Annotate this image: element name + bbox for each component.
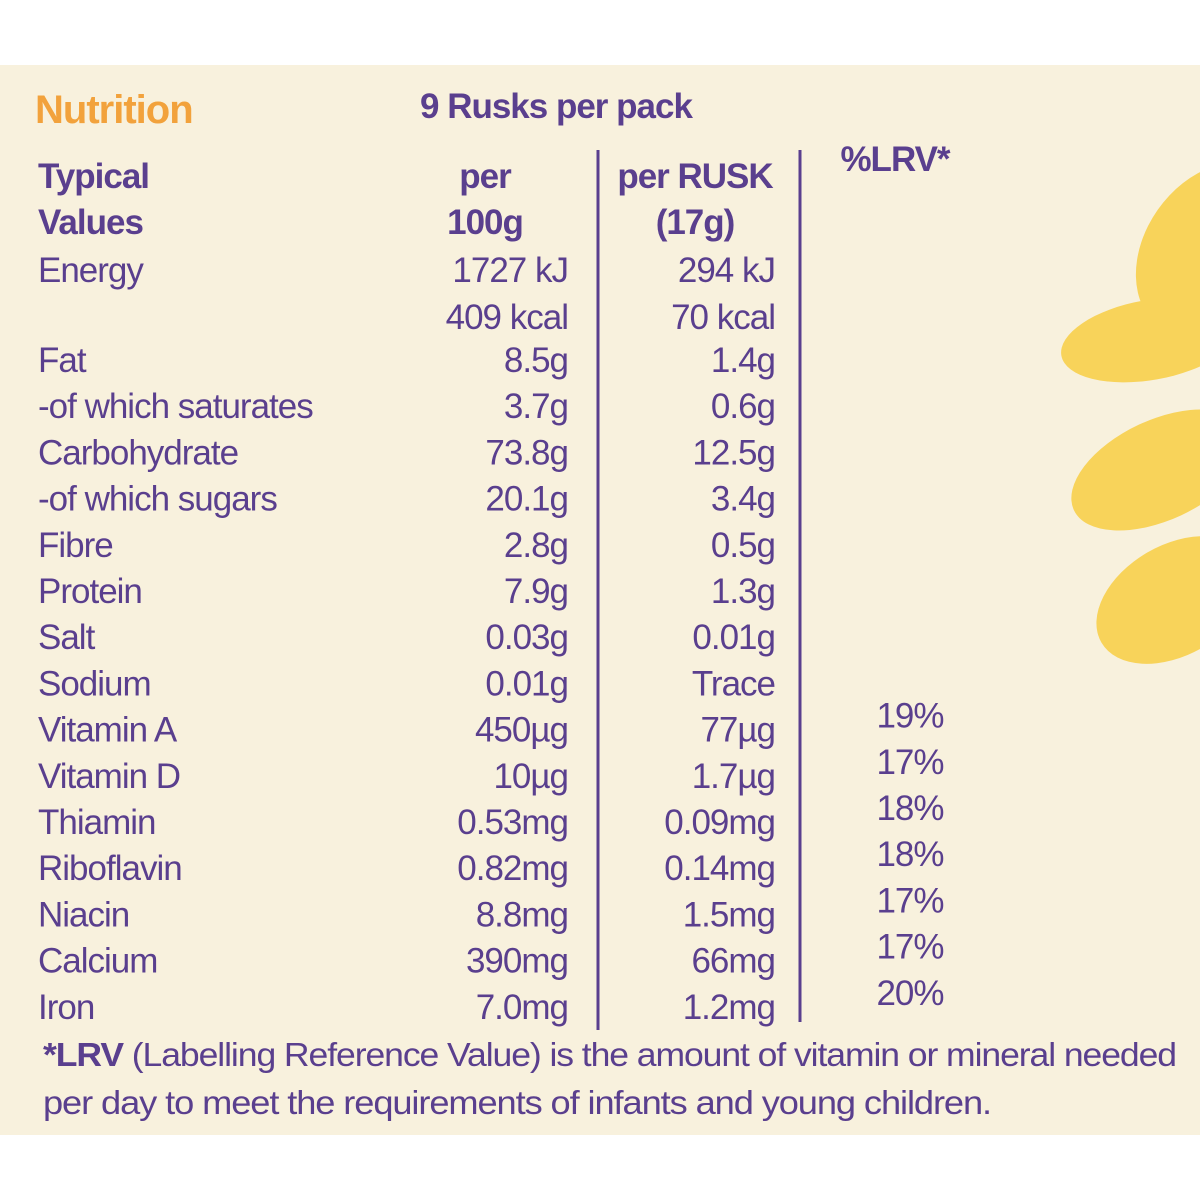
nutrient-name: Fibre <box>38 526 113 565</box>
pack-info: 9 Rusks per pack <box>420 87 693 126</box>
per-rusk-value: 1.4g <box>711 341 775 380</box>
lrv-value: 17% <box>876 928 943 967</box>
leaf <box>1071 409 1200 531</box>
per-rusk-value: Trace <box>692 664 775 703</box>
leaf <box>1061 297 1200 383</box>
lrv-value: 17% <box>876 881 943 920</box>
nutrient-name: Riboflavin <box>38 849 182 888</box>
per-100g-value: 8.8mg <box>476 895 568 934</box>
nutrient-name: Vitamin D <box>38 757 180 796</box>
nutrient-name: Niacin <box>38 895 129 934</box>
per-100g-value: 390mg <box>466 942 568 981</box>
per-100g-value: 10µg <box>493 757 568 796</box>
footnote-term: *LRV <box>43 1036 124 1073</box>
column-header: Values <box>38 203 143 242</box>
title: Nutrition <box>35 88 193 132</box>
nutrient-name: Thiamin <box>38 803 155 842</box>
per-rusk-value: 0.6g <box>711 387 775 426</box>
per-rusk-value: 0.09mg <box>664 803 775 842</box>
per-rusk-value: 1.2mg <box>683 988 775 1027</box>
per-rusk-value: 12.5g <box>692 433 775 472</box>
lrv-value: 20% <box>876 974 943 1013</box>
nutrient-name: Protein <box>38 572 142 611</box>
nutrition-table: Typical Values per 100g per RUSK (17g) %LRV* En… <box>38 140 952 1027</box>
per-rusk-value: 70 kcal <box>671 298 775 337</box>
per-rusk-value: 3.4g <box>711 480 775 519</box>
per-100g-value: 0.82mg <box>457 849 568 888</box>
wheat-decoration <box>1061 162 1200 664</box>
footnote-text: (Labelling Reference Value) is the amoun… <box>123 1036 1176 1073</box>
per-rusk-value: 1.3g <box>711 572 775 611</box>
nutrient-name: Carbohydrate <box>38 433 238 472</box>
per-rusk-value: 0.01g <box>692 618 775 657</box>
footnote-line: per day to meet the requirements of infa… <box>43 1084 991 1121</box>
nutrient-name: Iron <box>38 988 94 1027</box>
per-100g-value: 7.9g <box>504 572 568 611</box>
nutrient-name: Vitamin A <box>38 711 178 750</box>
footnote: *LRV (Labelling Reference Value) is the … <box>43 1036 1177 1121</box>
column-header: Typical <box>38 157 149 196</box>
per-rusk-value: 0.14mg <box>664 849 775 888</box>
footnote-line: *LRV (Labelling Reference Value) is the … <box>43 1036 1176 1073</box>
pack-panel <box>0 65 1200 1135</box>
per-rusk-value: 77µg <box>700 711 775 750</box>
nutrient-name: Salt <box>38 618 96 657</box>
per-100g-value: 0.01g <box>485 664 568 703</box>
per-rusk-value: 1.5mg <box>683 895 775 934</box>
per-100g-value: 450µg <box>475 711 568 750</box>
per-100g-value: 20.1g <box>485 480 568 519</box>
lrv-value: 18% <box>876 835 943 874</box>
nutrient-name: Energy <box>38 251 144 290</box>
per-100g-value: 7.0mg <box>476 988 568 1027</box>
leaf <box>1135 162 1200 338</box>
per-100g-value: 1727 kJ <box>452 251 568 290</box>
column-header: %LRV* <box>840 140 950 179</box>
per-100g-value: 73.8g <box>485 433 568 472</box>
nutrient-name: Fat <box>38 341 87 380</box>
column-header: (17g) <box>656 203 735 242</box>
per-rusk-value: 0.5g <box>711 526 775 565</box>
per-rusk-value: 66mg <box>691 942 775 981</box>
nutrient-name: -of which saturates <box>38 387 313 426</box>
lrv-value: 18% <box>876 789 943 828</box>
per-100g-value: 0.03g <box>485 618 568 657</box>
leaf <box>1096 536 1200 664</box>
per-100g-value: 8.5g <box>504 341 568 380</box>
lrv-value: 19% <box>876 697 943 736</box>
nutrient-name: Sodium <box>38 664 151 703</box>
per-100g-value: 0.53mg <box>457 803 568 842</box>
column-header: per RUSK <box>617 157 773 196</box>
per-rusk-value: 1.7µg <box>692 757 775 796</box>
per-100g-value: 2.8g <box>504 526 568 565</box>
per-rusk-value: 294 kJ <box>678 251 775 290</box>
nutrient-name: -of which sugars <box>38 480 277 519</box>
column-header: 100g <box>447 203 523 242</box>
lrv-value: 17% <box>876 743 943 782</box>
per-100g-value: 3.7g <box>504 387 568 426</box>
nutrient-name: Calcium <box>38 942 157 981</box>
column-header: per <box>459 157 512 196</box>
per-100g-value: 409 kcal <box>446 298 568 337</box>
